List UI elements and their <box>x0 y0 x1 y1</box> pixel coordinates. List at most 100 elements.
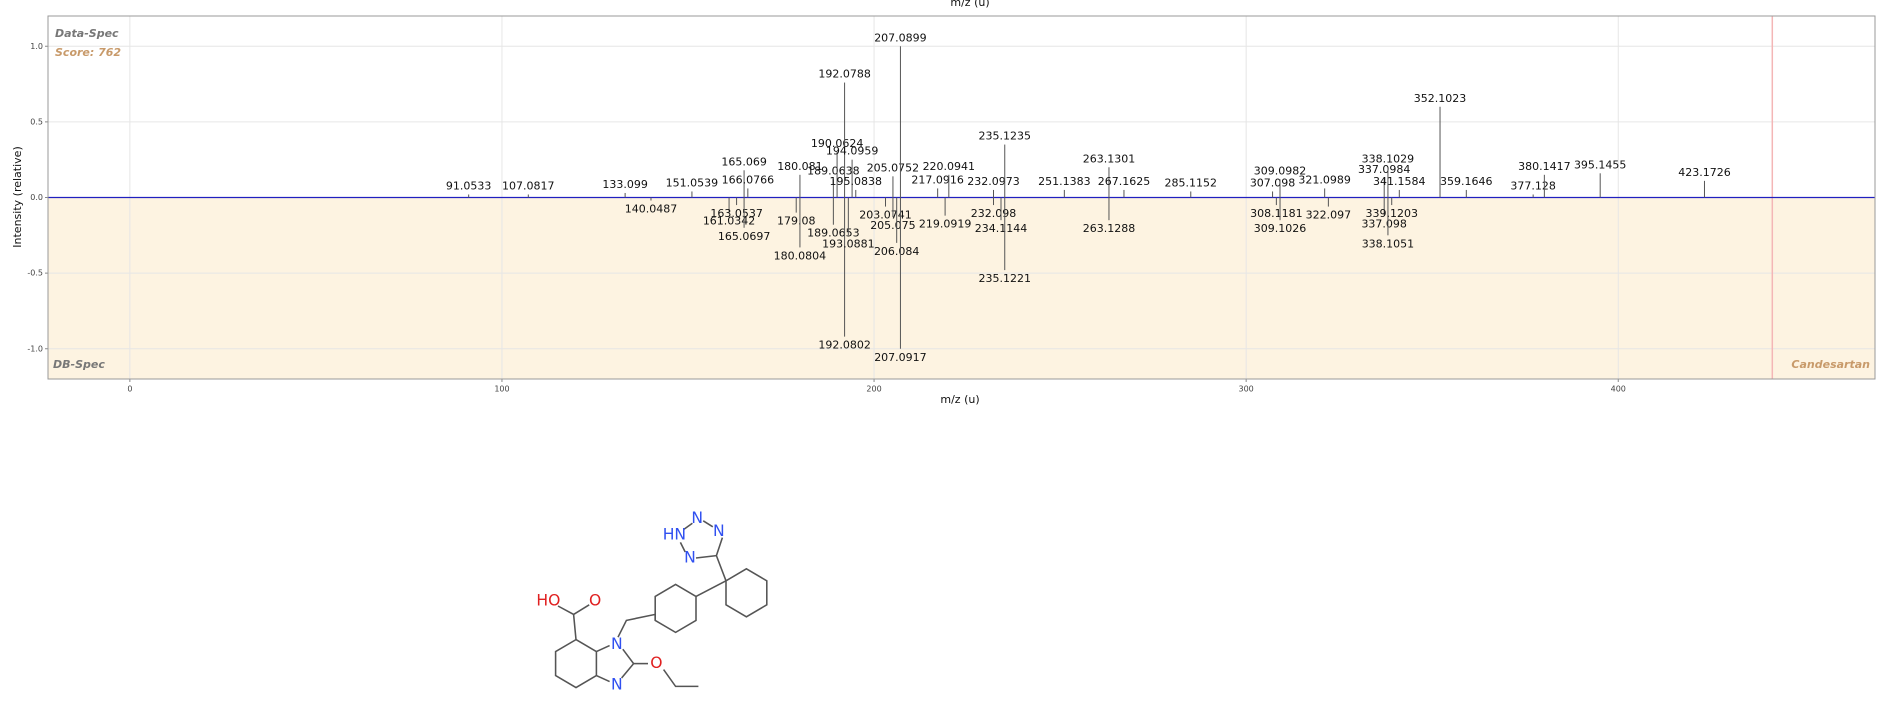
peak-label: 307.098 <box>1250 176 1296 189</box>
y-tick-label: -0.5 <box>27 269 43 278</box>
peak-label: 263.1288 <box>1083 222 1136 235</box>
peak-label: 179.08 <box>777 215 816 228</box>
peak-label: 338.1051 <box>1362 237 1415 250</box>
peak-label: 193.0881 <box>822 237 875 250</box>
peak-label: 309.0982 <box>1254 164 1307 177</box>
peak-label: 232.0973 <box>967 175 1020 188</box>
peak-label: 220.0941 <box>923 160 976 173</box>
peak-label: 380.1417 <box>1518 160 1571 173</box>
bond <box>557 605 577 640</box>
peak-label: 190.0624 <box>811 137 864 150</box>
atom-label: O <box>589 592 601 610</box>
plot-frame <box>47 15 1876 380</box>
bond <box>695 554 717 559</box>
peak-label: 235.1221 <box>978 272 1031 285</box>
peak-label: 341.1584 <box>1373 175 1426 188</box>
atom-label: O <box>650 654 662 672</box>
bond <box>695 580 727 598</box>
peak-label: 189.0638 <box>807 164 860 177</box>
bond <box>621 648 635 679</box>
x-tick-label: 300 <box>1239 385 1254 394</box>
peak-label: 165.069 <box>721 155 767 168</box>
peak-label: 206.084 <box>874 245 920 258</box>
y-tick-label: 0.5 <box>30 117 43 126</box>
peak-label: 235.1235 <box>979 130 1032 143</box>
peak-label: 423.1726 <box>1678 166 1731 179</box>
x-axis-label-top: m/z (u) <box>950 0 989 9</box>
peak-label: 194.0959 <box>826 145 879 158</box>
peak-label: 309.1026 <box>1254 222 1307 235</box>
x-tick-label: 0 <box>127 385 132 394</box>
bond <box>679 542 686 553</box>
y-tick-label: 0.0 <box>30 193 43 202</box>
y-axis-label: Intensity (relative) <box>11 146 24 247</box>
peak-label: 322.097 <box>1306 209 1352 222</box>
peak-label: 192.0788 <box>818 68 871 81</box>
bond <box>596 644 610 653</box>
peak-label: 234.1144 <box>975 222 1028 235</box>
top-spec-label: Data-Spec <box>55 27 119 40</box>
peak-label: 203.0741 <box>859 209 912 222</box>
peak-label: 339.1203 <box>1365 207 1418 220</box>
peak-label: 321.0989 <box>1298 173 1351 186</box>
bond <box>596 674 610 683</box>
peak-label: 180.0804 <box>774 249 827 262</box>
peak-label: 308.1181 <box>1250 207 1303 220</box>
peak-label: 166.0766 <box>722 173 775 186</box>
peak-label: 205.0752 <box>867 161 920 174</box>
y-tick-label: 1.0 <box>30 42 43 51</box>
bond <box>654 583 697 634</box>
x-tick-label: 400 <box>1611 385 1626 394</box>
peak-label: 219.0919 <box>919 218 972 231</box>
peak-label: 267.1625 <box>1098 175 1151 188</box>
peak-label: 395.1455 <box>1574 158 1627 171</box>
atom-label: HN <box>663 526 686 544</box>
peak-label: 359.1646 <box>1440 175 1493 188</box>
peak-label: 377.128 <box>1510 179 1556 192</box>
bond <box>554 638 598 689</box>
atom-label: N <box>611 635 623 653</box>
peak-label: 352.1023 <box>1414 92 1467 105</box>
peak-label: 107.0817 <box>502 179 555 192</box>
bottom-spec-label: DB-Spec <box>53 358 105 371</box>
compound-label: Candesartan <box>1791 358 1870 371</box>
peak-label: 163.0537 <box>710 207 763 220</box>
atom-label: N <box>611 676 623 694</box>
peak-label: 151.0539 <box>666 176 719 189</box>
peak-label: 140.0487 <box>625 203 678 216</box>
peak-label: 207.0917 <box>874 351 927 364</box>
bond <box>573 604 590 616</box>
bond <box>715 537 727 582</box>
peak-label: 205.075 <box>870 219 916 232</box>
bond <box>725 567 768 618</box>
atom-label: N <box>691 509 703 527</box>
peak-label: 195.0838 <box>830 175 883 188</box>
peak-label: 161.0342 <box>703 215 756 228</box>
score-label: Score: 762 <box>55 46 121 59</box>
peak-label: 91.0533 <box>446 179 492 192</box>
peak-label: 285.1152 <box>1165 176 1218 189</box>
peak-label: 217.0916 <box>911 173 964 186</box>
peak-label: 251.1383 <box>1038 175 1091 188</box>
atom-label: N <box>713 522 725 540</box>
peak-label: 189.0653 <box>807 227 860 240</box>
bond <box>617 613 656 638</box>
peak-label: 207.0899 <box>874 31 927 44</box>
peak-label: 232.098 <box>971 207 1017 220</box>
peak-label: 337.0984 <box>1358 163 1411 176</box>
x-tick-label: 200 <box>866 385 881 394</box>
peak-label: 338.1029 <box>1362 152 1415 165</box>
bond <box>702 520 714 528</box>
bond <box>683 522 693 530</box>
atom-label: N <box>684 549 696 567</box>
y-tick-label: -1.0 <box>27 344 43 353</box>
peak-label: 133.099 <box>602 178 648 191</box>
peak-label: 263.1301 <box>1083 152 1136 165</box>
bond <box>662 669 699 688</box>
atom-label: HO <box>536 592 560 610</box>
peak-label: 337.098 <box>1361 218 1407 231</box>
x-tick-label: 100 <box>494 385 509 394</box>
x-axis-label: m/z (u) <box>940 393 979 406</box>
